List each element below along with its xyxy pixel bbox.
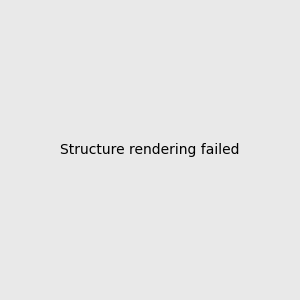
Text: Structure rendering failed: Structure rendering failed bbox=[60, 143, 240, 157]
